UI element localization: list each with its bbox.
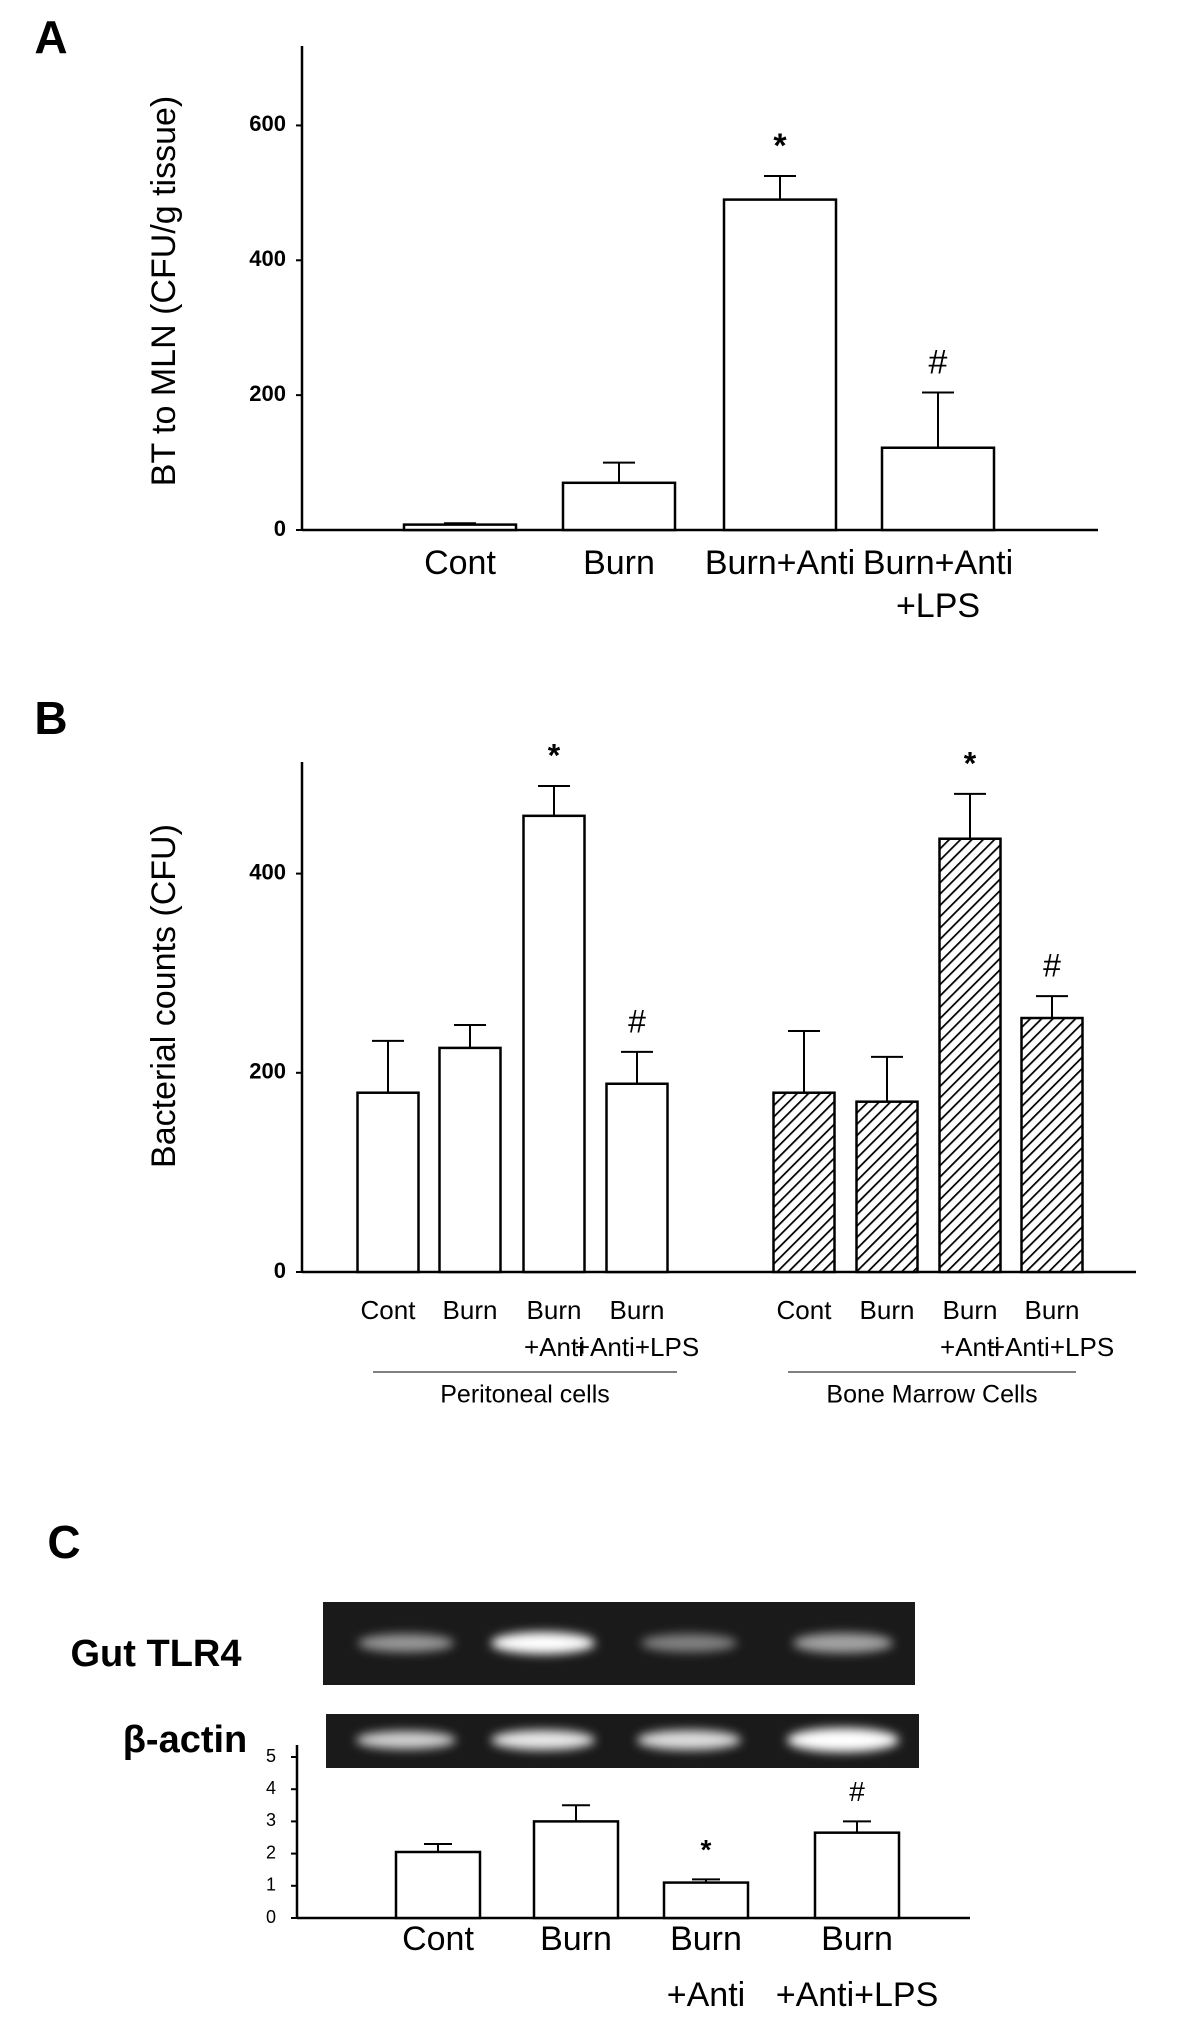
y-tick-label: 400	[249, 859, 286, 884]
significance-mark: #	[929, 343, 948, 381]
bar	[394, 1850, 482, 1920]
bar	[1020, 1016, 1084, 1274]
bar	[402, 523, 518, 532]
y-tick-label: 2	[266, 1842, 276, 1862]
panel-label: B	[34, 692, 67, 744]
x-tick-label: Burn	[443, 1295, 498, 1325]
y-tick-label: 600	[249, 111, 286, 136]
x-tick-label: Burn	[540, 1920, 612, 1958]
gel-tlr4	[323, 1602, 915, 1685]
bar	[880, 446, 996, 532]
significance-mark: #	[849, 1776, 865, 1807]
y-tick-label: 0	[274, 1258, 286, 1283]
y-axis-label: BT to MLN (CFU/g tissue)	[145, 96, 183, 486]
significance-mark: *	[964, 745, 977, 781]
bar	[938, 837, 1002, 1274]
bar	[813, 1831, 901, 1920]
x-tick-label: Burn+Anti	[705, 544, 855, 582]
significance-mark: #	[628, 1003, 646, 1039]
bar	[561, 481, 677, 532]
bar	[662, 1881, 750, 1920]
x-tick-label: Burn+Anti	[667, 1920, 745, 2014]
bar	[438, 1046, 502, 1274]
x-tick-label: Burn	[583, 544, 655, 582]
bar	[772, 1091, 836, 1274]
gel-actin	[326, 1714, 919, 1768]
x-tick-label: Burn	[860, 1295, 915, 1325]
significance-mark: *	[773, 127, 787, 165]
x-tick-label: Cont	[424, 544, 496, 582]
blot-label: β-actin	[123, 1719, 248, 1761]
y-tick-label: 200	[249, 381, 286, 406]
x-tick-label: Burn+Anti+LPS	[990, 1295, 1114, 1362]
bar	[522, 814, 586, 1274]
x-tick-label: Burn+Anti+LPS	[863, 544, 1013, 625]
y-tick-label: 400	[249, 246, 286, 271]
group-label: Peritoneal cells	[440, 1381, 610, 1409]
y-tick-label: 4	[266, 1778, 276, 1798]
x-tick-label: Burn+Anti	[940, 1295, 1000, 1362]
x-tick-label: Cont	[402, 1920, 474, 1958]
x-tick-label: Burn+Anti+LPS	[575, 1295, 699, 1362]
bar	[356, 1091, 420, 1274]
y-tick-label: 0	[274, 516, 286, 541]
bar	[605, 1082, 669, 1274]
y-tick-label: 1	[266, 1875, 276, 1895]
x-tick-label: Burn+Anti+LPS	[776, 1920, 939, 2014]
y-tick-label: 5	[266, 1746, 276, 1766]
significance-mark: *	[548, 737, 561, 773]
x-tick-label: Cont	[361, 1295, 417, 1325]
y-tick-label: 0	[266, 1907, 276, 1927]
x-tick-label: Burn+Anti	[524, 1295, 584, 1362]
x-tick-label: Cont	[777, 1295, 833, 1325]
panel-label: C	[47, 1516, 80, 1568]
y-axis-label: Bacterial counts (CFU)	[145, 824, 183, 1168]
y-tick-label: 200	[249, 1059, 286, 1084]
group-label: Bone Marrow Cells	[826, 1381, 1037, 1409]
significance-mark: #	[1043, 948, 1061, 984]
panel-label: A	[34, 11, 67, 63]
y-tick-label: 3	[266, 1810, 276, 1830]
blot-label: Gut TLR4	[71, 1633, 242, 1675]
bar	[532, 1820, 620, 1920]
bar	[855, 1100, 919, 1274]
significance-mark: *	[701, 1834, 712, 1865]
bar	[722, 198, 838, 532]
